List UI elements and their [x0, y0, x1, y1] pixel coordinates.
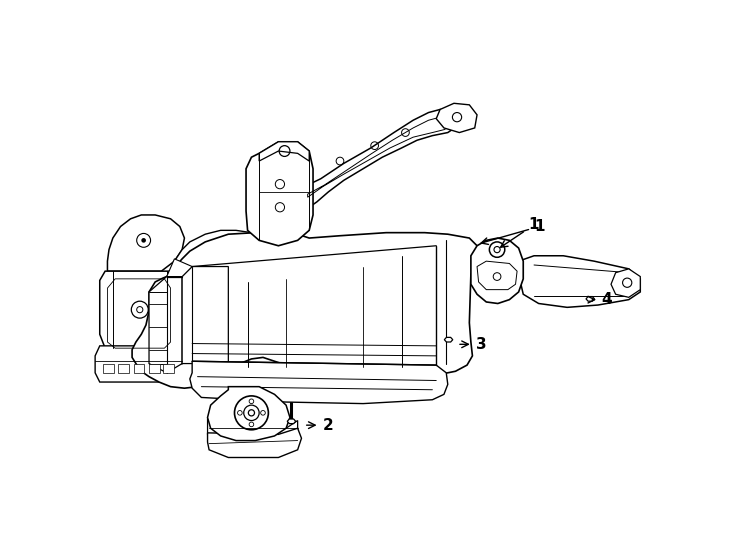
Polygon shape: [190, 361, 448, 403]
Polygon shape: [163, 364, 174, 373]
Text: 1: 1: [501, 218, 539, 247]
Polygon shape: [103, 364, 114, 373]
Polygon shape: [118, 364, 129, 373]
Text: 3: 3: [459, 337, 486, 352]
Polygon shape: [107, 215, 184, 271]
Text: 1: 1: [482, 219, 545, 245]
Polygon shape: [95, 346, 182, 382]
Polygon shape: [134, 364, 145, 373]
Polygon shape: [246, 142, 313, 246]
Polygon shape: [300, 110, 459, 207]
Polygon shape: [170, 231, 275, 280]
Polygon shape: [208, 387, 290, 441]
Text: 2: 2: [307, 417, 333, 433]
Polygon shape: [287, 419, 296, 423]
Circle shape: [248, 410, 255, 416]
Polygon shape: [519, 256, 640, 307]
Text: 4: 4: [588, 292, 612, 307]
Polygon shape: [436, 103, 477, 132]
Polygon shape: [471, 238, 523, 303]
Polygon shape: [259, 142, 309, 161]
Polygon shape: [586, 296, 595, 301]
Polygon shape: [149, 364, 160, 373]
Circle shape: [142, 238, 146, 242]
Polygon shape: [611, 269, 640, 298]
Polygon shape: [132, 233, 479, 388]
Polygon shape: [167, 259, 192, 276]
Polygon shape: [208, 428, 302, 457]
Polygon shape: [208, 417, 297, 442]
Polygon shape: [444, 338, 453, 342]
Polygon shape: [100, 271, 177, 354]
Polygon shape: [149, 267, 228, 373]
